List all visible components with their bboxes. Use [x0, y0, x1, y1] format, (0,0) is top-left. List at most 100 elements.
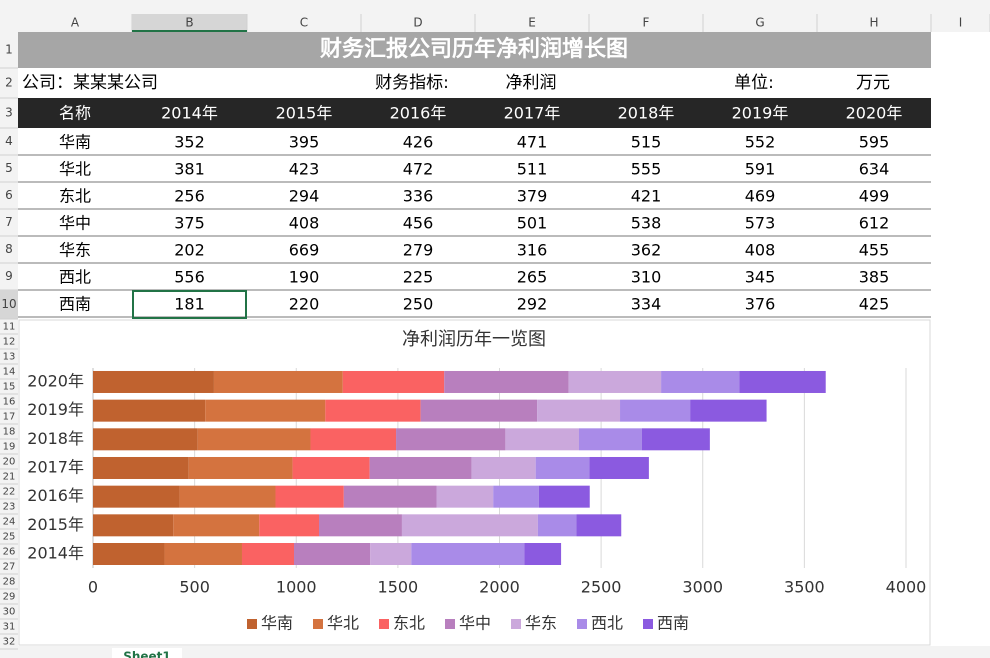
table-cell[interactable]: 456	[403, 214, 434, 233]
table-cell[interactable]: 336	[403, 187, 434, 206]
table-cell[interactable]: 395	[289, 133, 320, 152]
table-cell[interactable]: 511	[517, 160, 548, 179]
row-header[interactable]: 6	[5, 188, 13, 202]
row-header[interactable]: 10	[1, 297, 16, 311]
table-cell[interactable]: 379	[517, 187, 548, 206]
toolbar-strip	[0, 0, 990, 14]
table-cell[interactable]: 612	[859, 214, 890, 233]
table-cell[interactable]: 573	[745, 214, 776, 233]
table-cell[interactable]: 376	[745, 295, 776, 314]
table-cell[interactable]: 352	[174, 133, 205, 152]
table-cell[interactable]: 190	[289, 268, 320, 287]
row-header[interactable]: 18	[3, 427, 16, 438]
table-cell[interactable]: 265	[517, 268, 548, 287]
column-header[interactable]: D	[413, 16, 422, 30]
sheet-tab-label[interactable]: Sheet1	[123, 650, 171, 658]
column-header[interactable]: I	[959, 16, 963, 30]
row-header[interactable]: 32	[3, 637, 16, 648]
table-cell[interactable]: 669	[289, 241, 320, 260]
column-header[interactable]: C	[300, 16, 308, 30]
row-header[interactable]: 11	[3, 322, 16, 333]
row-header[interactable]: 13	[3, 352, 16, 363]
row-header[interactable]: 19	[3, 442, 16, 453]
table-cell[interactable]: 294	[289, 187, 320, 206]
table-cell[interactable]: 华中	[59, 214, 91, 233]
row-header[interactable]: 2	[5, 76, 13, 90]
row-header[interactable]: 1	[5, 43, 13, 57]
row-header[interactable]: 14	[3, 367, 16, 378]
table-cell[interactable]: 426	[403, 133, 434, 152]
column-header[interactable]: A	[71, 16, 80, 30]
table-cell[interactable]: 345	[745, 268, 776, 287]
table-cell[interactable]: 591	[745, 160, 776, 179]
table-cell[interactable]: 555	[631, 160, 662, 179]
table-cell[interactable]: 501	[517, 214, 548, 233]
row-header[interactable]: 5	[5, 161, 13, 175]
table-cell[interactable]: 538	[631, 214, 662, 233]
table-cell[interactable]: 华南	[59, 133, 91, 152]
table-cell[interactable]: 455	[859, 241, 890, 260]
table-cell[interactable]: 471	[517, 133, 548, 152]
table-cell[interactable]: 181	[174, 295, 205, 314]
row-header[interactable]: 29	[3, 592, 16, 603]
table-cell[interactable]: 250	[403, 295, 434, 314]
table-cell[interactable]: 469	[745, 187, 776, 206]
table-cell[interactable]: 西北	[59, 268, 91, 287]
table-cell[interactable]: 220	[289, 295, 320, 314]
table-cell[interactable]: 408	[289, 214, 320, 233]
table-cell[interactable]: 310	[631, 268, 662, 287]
table-cell[interactable]: 华北	[59, 160, 91, 179]
table-cell[interactable]: 385	[859, 268, 890, 287]
row-header[interactable]: 17	[3, 412, 16, 423]
row-header[interactable]: 20	[3, 457, 16, 468]
table-cell[interactable]: 499	[859, 187, 890, 206]
row-header[interactable]: 27	[3, 562, 16, 573]
row-header[interactable]: 7	[5, 215, 13, 229]
table-cell[interactable]: 西南	[59, 295, 91, 314]
info-text: 财务指标:	[375, 73, 449, 93]
table-cell[interactable]: 381	[174, 160, 205, 179]
row-header[interactable]: 21	[3, 472, 16, 483]
row-header[interactable]: 16	[3, 397, 16, 408]
table-cell[interactable]: 316	[517, 241, 548, 260]
table-cell[interactable]: 202	[174, 241, 205, 260]
table-cell[interactable]: 279	[403, 241, 434, 260]
table-cell[interactable]: 东北	[59, 187, 91, 206]
column-header[interactable]: G	[755, 16, 764, 30]
table-cell[interactable]: 225	[403, 268, 434, 287]
row-header[interactable]: 9	[5, 269, 13, 283]
row-header[interactable]: 30	[3, 607, 16, 618]
row-header[interactable]: 15	[3, 382, 16, 393]
table-cell[interactable]: 421	[631, 187, 662, 206]
table-cell[interactable]: 292	[517, 295, 548, 314]
table-cell[interactable]: 515	[631, 133, 662, 152]
table-cell[interactable]: 423	[289, 160, 320, 179]
table-cell[interactable]: 472	[403, 160, 434, 179]
table-cell[interactable]: 334	[631, 295, 662, 314]
table-cell[interactable]: 362	[631, 241, 662, 260]
column-header[interactable]: F	[643, 16, 650, 30]
row-header[interactable]: 31	[3, 622, 16, 633]
table-cell[interactable]: 408	[745, 241, 776, 260]
column-header[interactable]: B	[185, 16, 193, 30]
column-header[interactable]: H	[869, 16, 878, 30]
row-header[interactable]: 25	[3, 532, 16, 543]
row-header[interactable]: 12	[3, 337, 16, 348]
table-cell[interactable]: 256	[174, 187, 205, 206]
table-cell[interactable]: 375	[174, 214, 205, 233]
row-header[interactable]: 23	[3, 502, 16, 513]
table-cell[interactable]: 595	[859, 133, 890, 152]
row-header[interactable]: 8	[5, 242, 13, 256]
row-header[interactable]: 28	[3, 577, 16, 588]
row-header[interactable]: 4	[5, 134, 13, 148]
table-cell[interactable]: 华东	[59, 241, 91, 260]
row-header[interactable]: 22	[3, 487, 16, 498]
row-header[interactable]: 3	[5, 106, 13, 120]
row-header[interactable]: 24	[3, 517, 16, 528]
row-header[interactable]: 26	[3, 547, 16, 558]
table-cell[interactable]: 634	[859, 160, 890, 179]
table-cell[interactable]: 552	[745, 133, 776, 152]
table-cell[interactable]: 556	[174, 268, 205, 287]
column-header[interactable]: E	[528, 16, 536, 30]
table-cell[interactable]: 425	[859, 295, 890, 314]
